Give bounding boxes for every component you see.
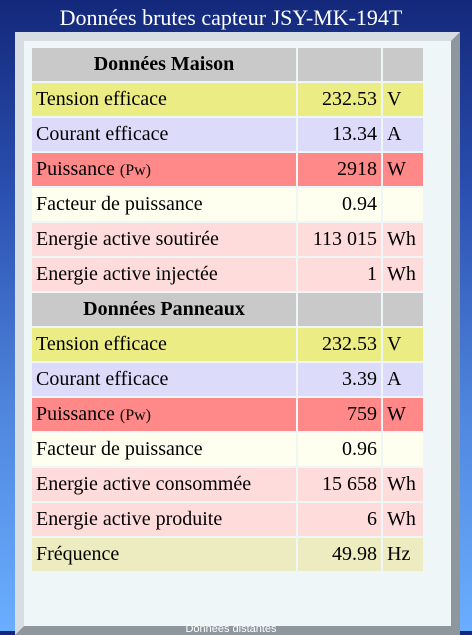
section-title: Données Maison <box>32 48 296 81</box>
table-row: Energie active soutirée 113 015 Wh <box>32 223 423 256</box>
row-label: Facteur de puissance <box>32 188 296 221</box>
table-row: Fréquence 49.98 Hz <box>32 538 423 571</box>
page-title: Données brutes capteur JSY-MK-194T <box>59 5 403 30</box>
row-label: Tension efficace <box>32 328 296 361</box>
row-label: Energie active consommée <box>32 468 296 501</box>
row-label: Courant efficace <box>32 363 296 396</box>
section-title: Données Panneaux <box>32 293 296 326</box>
row-label: Energie active produite <box>32 503 296 536</box>
row-value: 6 <box>298 503 381 536</box>
table-row: Energie active consommée 15 658 Wh <box>32 468 423 501</box>
row-unit: V <box>383 328 423 361</box>
row-label-cell: Puissance (Pw) <box>32 398 296 431</box>
row-unit: V <box>383 83 423 116</box>
sensor-data-table: Données Maison Tension efficace 232.53 V… <box>30 46 425 573</box>
row-label: Puissance <box>36 158 115 180</box>
row-label: Facteur de puissance <box>32 433 296 466</box>
remote-data-link[interactable]: Données distantes <box>185 623 277 635</box>
row-label: Puissance <box>36 403 115 425</box>
row-unit: W <box>383 153 423 186</box>
row-unit: Wh <box>383 468 423 501</box>
row-unit: Hz <box>383 538 423 571</box>
header-empty-cell <box>298 48 381 81</box>
row-unit: Wh <box>383 258 423 291</box>
table-row: Courant efficace 13.34 A <box>32 118 423 151</box>
table-row: Energie active injectée 1 Wh <box>32 258 423 291</box>
row-unit: W <box>383 398 423 431</box>
table-row: Courant efficace 3.39 A <box>32 363 423 396</box>
header-empty-cell <box>383 48 423 81</box>
table-row: Puissance (Pw) 759 W <box>32 398 423 431</box>
row-value: 232.53 <box>298 83 381 116</box>
row-unit: Wh <box>383 223 423 256</box>
row-label: Energie active soutirée <box>32 223 296 256</box>
row-value: 113 015 <box>298 223 381 256</box>
section-header-maison: Données Maison <box>32 48 423 81</box>
table-row: Energie active produite 6 Wh <box>32 503 423 536</box>
row-unit: A <box>383 118 423 151</box>
row-value: 49.98 <box>298 538 381 571</box>
table-row: Facteur de puissance 0.94 <box>32 188 423 221</box>
table-row: Tension efficace 232.53 V <box>32 83 423 116</box>
row-unit <box>383 188 423 221</box>
row-value: 0.94 <box>298 188 381 221</box>
row-unit <box>383 433 423 466</box>
row-label: Tension efficace <box>32 83 296 116</box>
row-value: 1 <box>298 258 381 291</box>
row-value: 232.53 <box>298 328 381 361</box>
header-empty-cell <box>383 293 423 326</box>
row-value: 15 658 <box>298 468 381 501</box>
row-label: Energie active injectée <box>32 258 296 291</box>
row-value: 0.96 <box>298 433 381 466</box>
row-label-cell: Puissance (Pw) <box>32 153 296 186</box>
row-value: 13.34 <box>298 118 381 151</box>
table-row: Facteur de puissance 0.96 <box>32 433 423 466</box>
table-row: Puissance (Pw) 2918 W <box>32 153 423 186</box>
section-header-panneaux: Données Panneaux <box>32 293 423 326</box>
row-value: 2918 <box>298 153 381 186</box>
row-label: Fréquence <box>32 538 296 571</box>
row-label-suffix: (Pw) <box>119 162 151 179</box>
row-unit: A <box>383 363 423 396</box>
header-empty-cell <box>298 293 381 326</box>
row-value: 3.39 <box>298 363 381 396</box>
row-label: Courant efficace <box>32 118 296 151</box>
data-panel: Données Maison Tension efficace 232.53 V… <box>15 32 460 635</box>
row-label-suffix: (Pw) <box>119 407 151 424</box>
table-row: Tension efficace 232.53 V <box>32 328 423 361</box>
row-value: 759 <box>298 398 381 431</box>
row-unit: Wh <box>383 503 423 536</box>
